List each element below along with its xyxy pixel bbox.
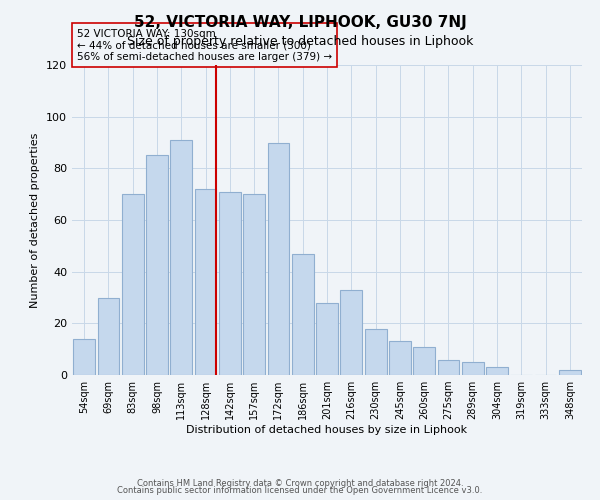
Bar xyxy=(170,140,192,375)
Bar xyxy=(219,192,241,375)
Bar xyxy=(316,302,338,375)
Text: Contains public sector information licensed under the Open Government Licence v3: Contains public sector information licen… xyxy=(118,486,482,495)
Bar xyxy=(194,189,217,375)
Bar xyxy=(73,339,95,375)
Bar xyxy=(340,290,362,375)
Bar xyxy=(292,254,314,375)
Text: Size of property relative to detached houses in Liphook: Size of property relative to detached ho… xyxy=(127,35,473,48)
Bar xyxy=(268,142,289,375)
Text: Contains HM Land Registry data © Crown copyright and database right 2024.: Contains HM Land Registry data © Crown c… xyxy=(137,478,463,488)
Bar xyxy=(243,194,265,375)
Text: 52, VICTORIA WAY, LIPHOOK, GU30 7NJ: 52, VICTORIA WAY, LIPHOOK, GU30 7NJ xyxy=(134,15,466,30)
Bar xyxy=(146,156,168,375)
Bar xyxy=(413,346,435,375)
Y-axis label: Number of detached properties: Number of detached properties xyxy=(31,132,40,308)
X-axis label: Distribution of detached houses by size in Liphook: Distribution of detached houses by size … xyxy=(187,425,467,435)
Text: 52 VICTORIA WAY: 130sqm
← 44% of detached houses are smaller (300)
56% of semi-d: 52 VICTORIA WAY: 130sqm ← 44% of detache… xyxy=(77,28,332,62)
Bar xyxy=(365,328,386,375)
Bar xyxy=(486,367,508,375)
Bar xyxy=(559,370,581,375)
Bar xyxy=(462,362,484,375)
Bar xyxy=(97,298,119,375)
Bar xyxy=(437,360,460,375)
Bar xyxy=(389,342,411,375)
Bar xyxy=(122,194,143,375)
